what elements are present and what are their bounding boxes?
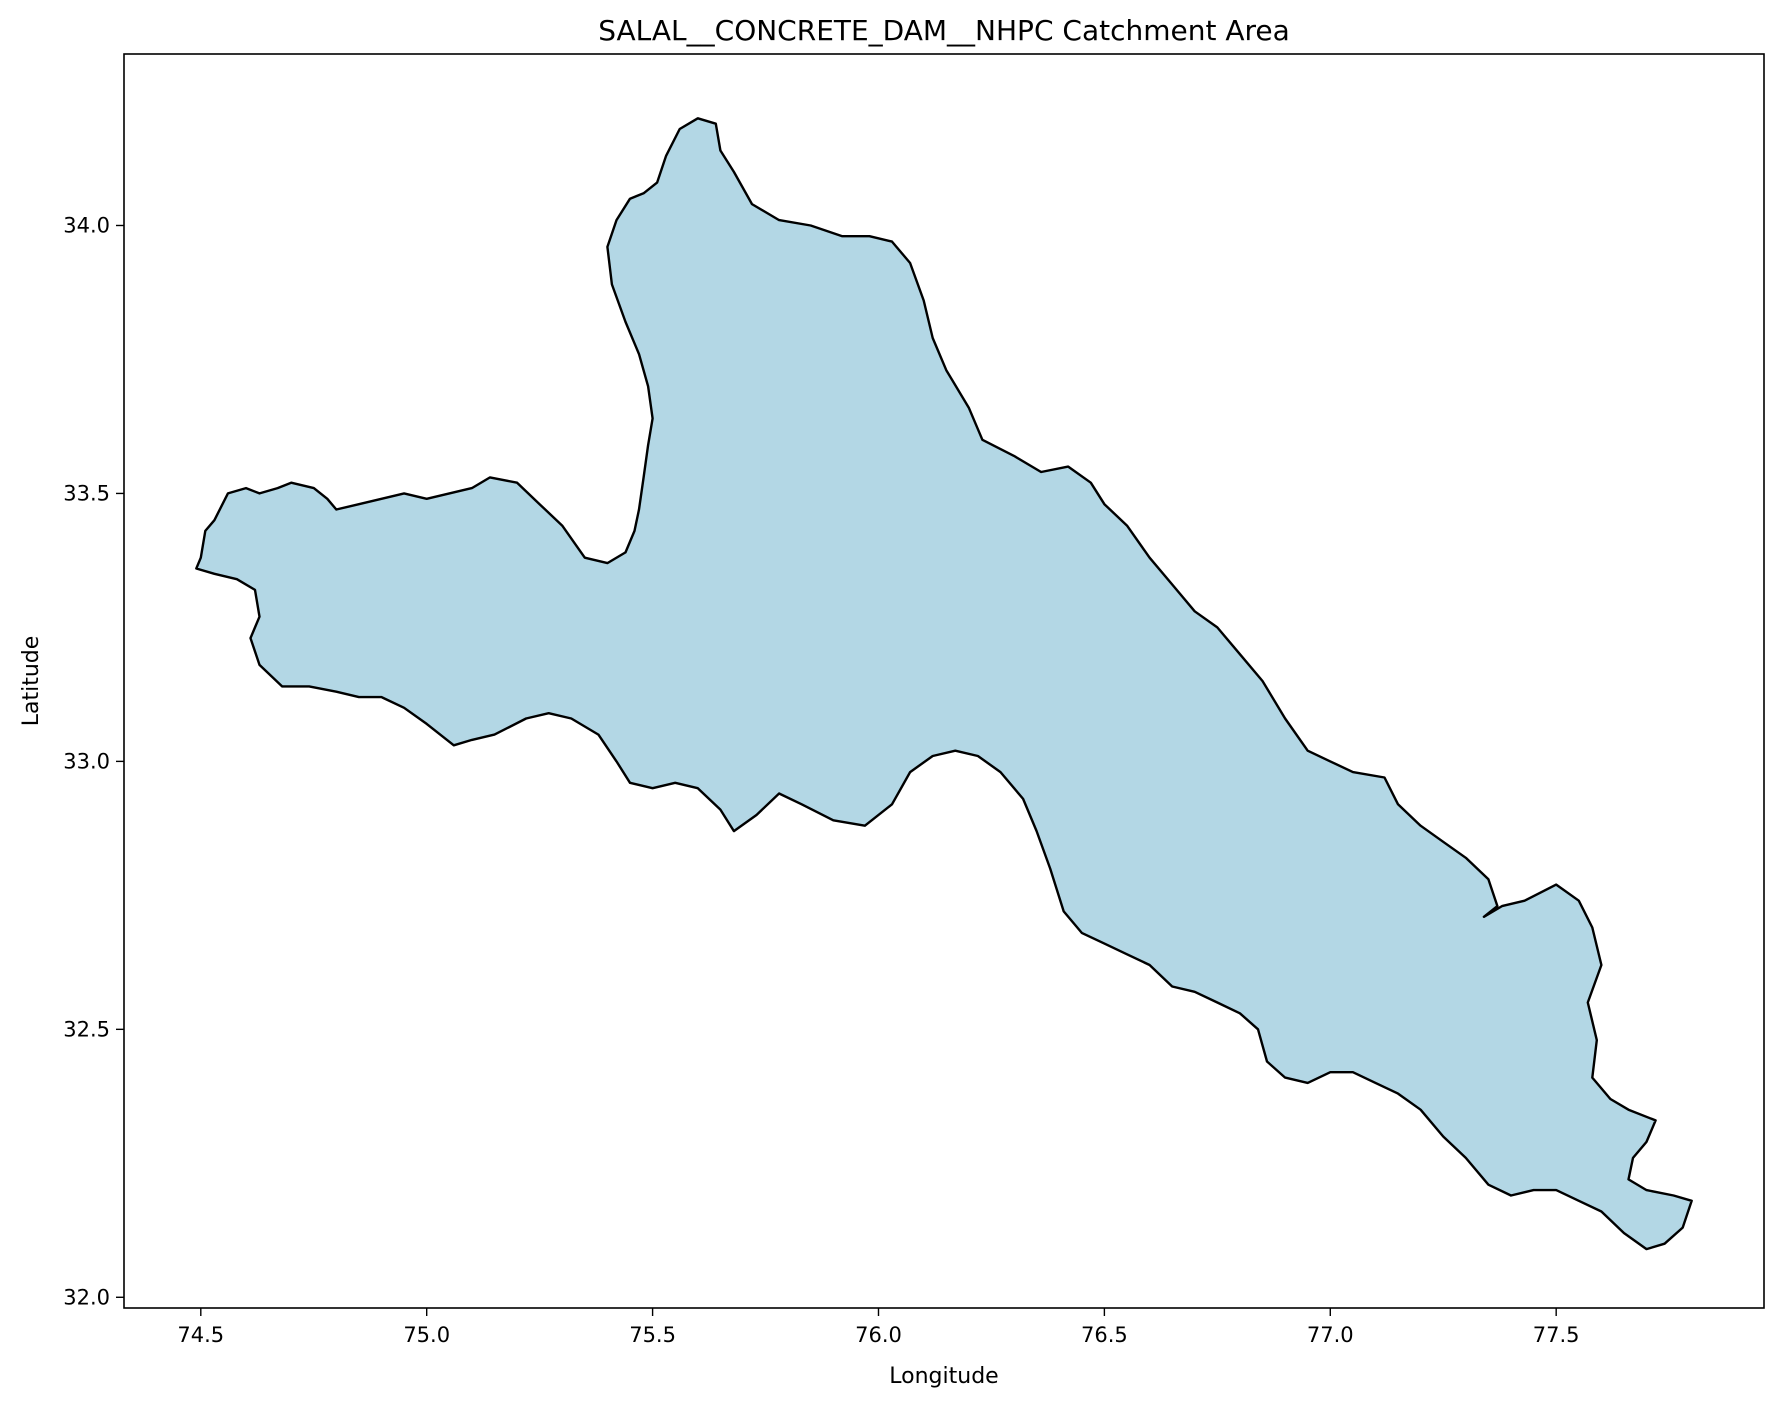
x-tick-label: 75.5 [629,1323,676,1347]
catchment-polygon [195,117,1693,1251]
x-tick-label: 74.5 [177,1323,224,1347]
chart-title: SALAL__CONCRETE_DAM__NHPC Catchment Area [598,14,1290,47]
x-tick-label: 75.0 [403,1323,450,1347]
y-tick-label: 33.5 [63,481,110,505]
x-axis-ticks: 74.5 75.0 75.5 76.0 76.5 77.0 77.5 [177,1308,1580,1347]
x-tick-label: 77.0 [1307,1323,1354,1347]
axes-frame [123,53,1765,1309]
y-axis-ticks: 32.0 32.5 33.0 33.5 34.0 [63,213,124,1309]
y-tick-label: 32.0 [63,1285,110,1309]
x-axis-label: Longitude [889,1364,998,1389]
y-tick-label: 33.0 [63,749,110,773]
y-tick-label: 34.0 [63,213,110,237]
y-tick-label: 32.5 [63,1017,110,1041]
y-axis-label: Latitude [19,636,44,727]
x-tick-label: 76.5 [1081,1323,1128,1347]
polygon-layer [195,117,1693,1251]
x-tick-label: 77.5 [1533,1323,1580,1347]
x-tick-label: 76.0 [855,1323,902,1347]
